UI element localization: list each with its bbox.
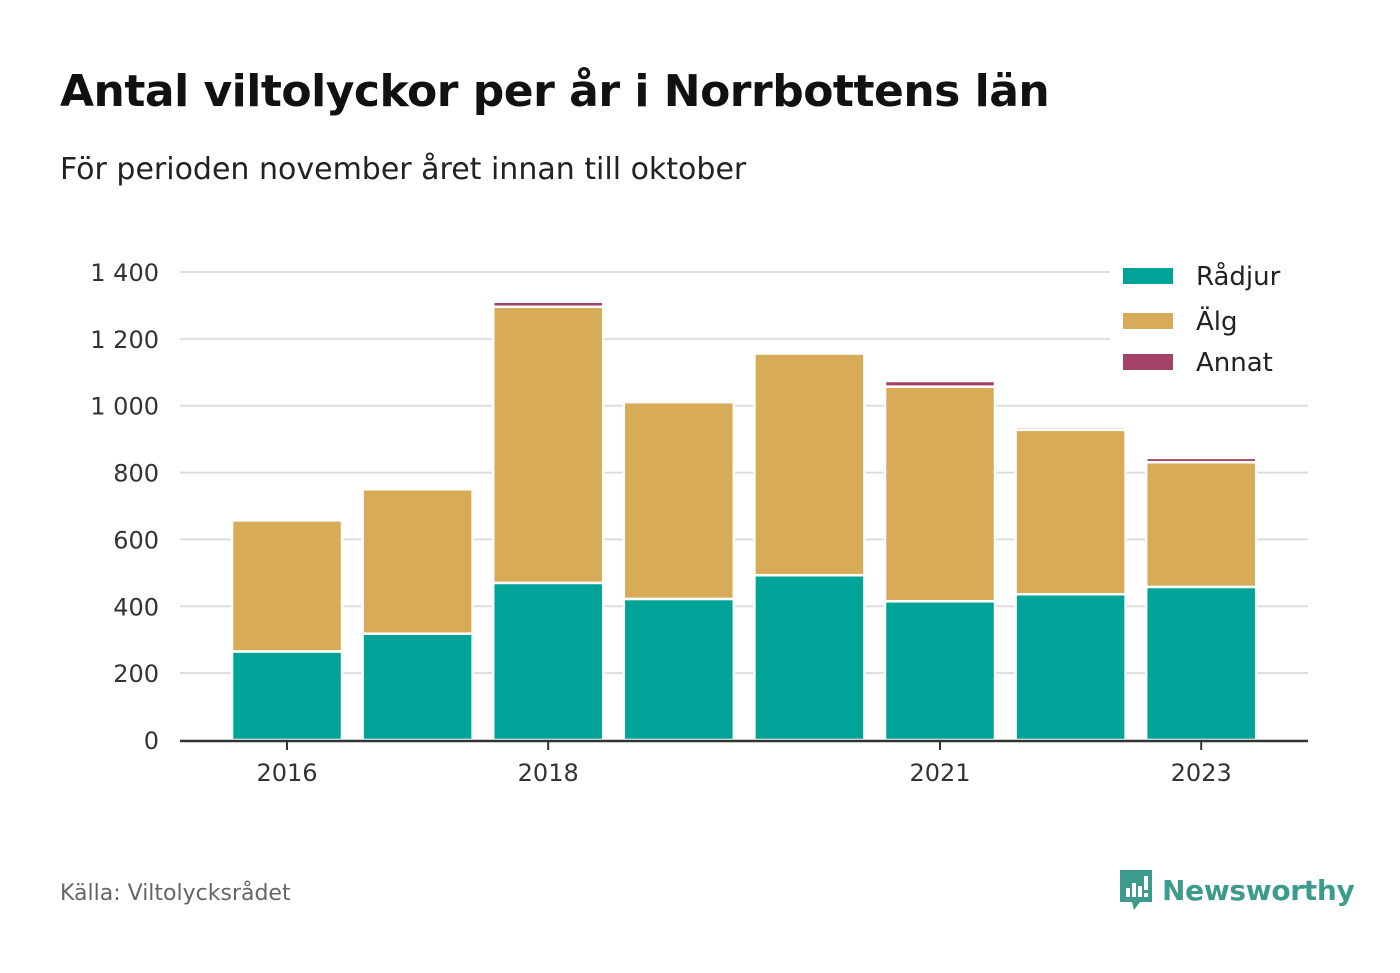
- bars: [230, 300, 1258, 742]
- legend: Rådjur Älg Annat: [1110, 258, 1308, 384]
- y-tick-label: 1 400: [90, 259, 159, 287]
- x-tick-label: 2023: [1171, 759, 1232, 787]
- y-tick-label: 800: [113, 460, 159, 488]
- bar-segment-älg: [753, 352, 866, 577]
- y-tick-label: 600: [113, 526, 159, 554]
- bar-segment-rådjur: [491, 581, 605, 742]
- legend-label: Rådjur: [1196, 261, 1281, 292]
- brand-logo: Newsworthy: [1118, 868, 1355, 912]
- source-note: Källa: Viltolycksrådet: [60, 881, 291, 906]
- newsworthy-logo-icon: [1120, 870, 1152, 910]
- chart-title: Antal viltolyckor per år i Norrbottens l…: [60, 66, 1050, 117]
- y-tick-label: 1 000: [90, 393, 159, 421]
- bar-segment-annat: [883, 379, 997, 388]
- chart-subtitle: För perioden november året innan till ok…: [60, 152, 747, 187]
- axes: 0 200 400 600 800 1 000 1 200 1 400 2016 2018 2021…: [90, 259, 1308, 787]
- brand-name: Newsworthy: [1162, 873, 1355, 907]
- bar-segment-annat: [622, 399, 736, 404]
- y-tick-label: 400: [113, 593, 159, 621]
- bar-segment-rådjur: [230, 650, 344, 742]
- legend-swatch-älg: [1123, 313, 1173, 329]
- y-tick-label: 0: [144, 727, 159, 755]
- legend-label: Älg: [1196, 305, 1238, 337]
- bar-segment-rådjur: [361, 632, 474, 742]
- bar-segment-annat: [491, 300, 605, 309]
- bar-segment-rådjur: [622, 597, 736, 742]
- bar-segment-rådjur: [883, 600, 997, 742]
- bar-segment-annat: [1144, 456, 1258, 464]
- y-tick-label: 1 200: [90, 326, 159, 354]
- bar-segment-älg: [1014, 428, 1127, 596]
- bar-segment-älg: [361, 488, 474, 635]
- bar-segment-älg: [230, 519, 344, 653]
- bar-segment-rådjur: [753, 573, 866, 742]
- bar-segment-älg: [622, 400, 736, 601]
- legend-swatch-annat: [1123, 354, 1173, 370]
- bar-segment-rådjur: [1144, 585, 1258, 742]
- x-tick-label: 2021: [909, 759, 970, 787]
- bar-segment-rådjur: [1014, 593, 1127, 742]
- y-tick-label: 200: [113, 660, 159, 688]
- x-tick-label: 2016: [256, 759, 317, 787]
- legend-label: Annat: [1196, 348, 1273, 378]
- bar-segment-älg: [883, 385, 997, 603]
- bar-segment-älg: [491, 305, 605, 585]
- bar-segment-annat: [1014, 425, 1127, 432]
- bar-segment-älg: [1144, 460, 1258, 589]
- x-tick-label: 2018: [518, 759, 579, 787]
- legend-swatch-rådjur: [1123, 268, 1173, 284]
